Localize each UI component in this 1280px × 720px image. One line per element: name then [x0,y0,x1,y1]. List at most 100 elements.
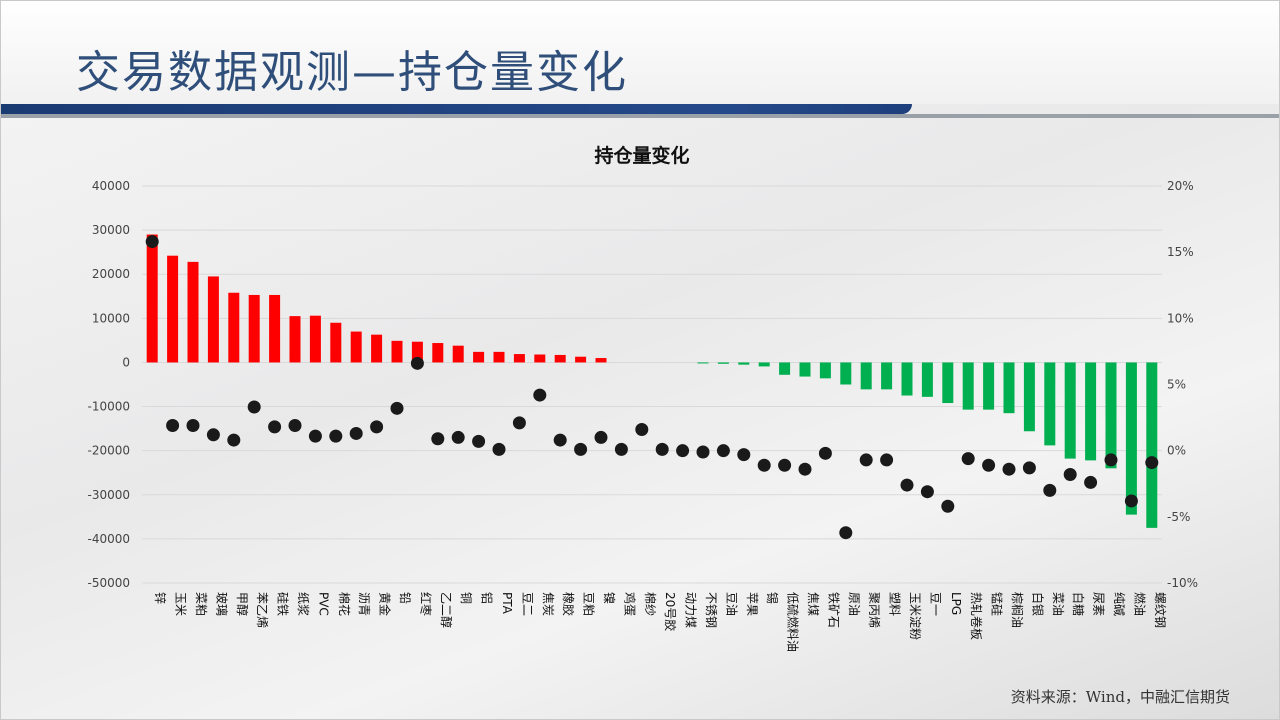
point-尿素 [1084,475,1098,489]
left-tick-label: 10000 [92,311,130,325]
point-豆一 [920,485,934,499]
left-tick-label: 30000 [92,223,130,237]
bar-螺纹钢 [1146,362,1158,528]
point-玉米淀粉 [900,478,914,492]
x-tick-label: PTA [500,592,514,615]
bar-焦炭 [534,354,546,363]
bar-尿素 [1085,362,1097,461]
bar-白糖 [1064,362,1076,459]
right-tick-label: -10% [1167,576,1198,590]
right-axis: 20% 15% 10% 5% 0% -5% -10% [1167,179,1198,590]
point-纯碱 [1104,453,1118,467]
left-tick-label: 0 [122,355,130,369]
point-燃油 [1124,494,1138,508]
x-tick-label: 豆二 [520,592,534,616]
bar-纯碱 [1105,362,1117,469]
point-锌 [145,235,159,249]
bar-塑料 [881,362,893,390]
point-棉纱 [635,422,649,436]
point-菜粕 [186,419,200,433]
point-焦煤 [798,462,812,476]
point-乙二醇 [431,432,445,446]
point-棉花 [329,429,343,443]
left-tick-label: -10000 [87,400,130,414]
bar-黄金 [371,334,383,363]
bar-锌 [146,234,158,363]
x-tick-label: 塑料 [888,592,903,616]
x-tick-label: 白银 [1030,592,1045,616]
x-tick-label: 低硫燃料油 [786,592,801,652]
point-锰硅 [982,458,996,472]
point-红枣 [410,356,424,370]
x-tick-label: 玻璃 [214,592,228,616]
page-title: 交易数据观测—持仓量变化 [76,47,628,98]
bar-白银 [1023,362,1035,432]
bar-豆粕 [575,356,587,363]
x-tick-label: 铅 [398,592,412,604]
point-鸡蛋 [614,442,628,456]
header-rule [0,104,912,114]
point-螺纹钢 [1145,456,1159,470]
x-tick-label: 玉米淀粉 [908,592,922,640]
x-tick-label: 苯乙烯 [255,592,269,628]
point-焦炭 [533,388,547,402]
right-tick-label: 15% [1167,245,1194,259]
bar-铝 [473,351,485,363]
point-纸浆 [288,419,302,433]
bar-热轧卷板 [962,362,974,410]
bar-玉米 [167,255,179,363]
point-镍 [594,430,608,444]
point-黄金 [370,420,384,434]
x-tick-label: 铝 [480,592,495,604]
left-tick-label: -50000 [87,576,130,590]
bar-豆二 [513,354,525,363]
bar-豆一 [921,362,933,397]
point-苯乙烯 [247,400,261,414]
point-PTA [492,442,506,456]
point-低硫燃料油 [778,458,792,472]
x-tick-label: 铁矿石 [826,592,840,628]
x-tick-label: 豆粕 [582,592,597,616]
x-tick-label: 热轧卷板 [969,592,984,640]
point-原油 [839,526,853,540]
source-note: 资料来源：Wind，中融汇信期货 [1010,688,1230,706]
x-tick-label: 锌 [153,592,167,604]
point-菜油 [1043,483,1057,497]
point-LPG [941,499,955,513]
x-tick-label: 硅铁 [276,592,290,616]
point-动力煤 [676,444,690,458]
point-甲醇 [227,433,241,447]
x-tick-label: 燃油 [1132,592,1147,616]
point-棕榈油 [1002,462,1016,476]
x-tick-label: 原油 [847,592,861,616]
bar-燃油 [1125,362,1137,515]
bar-苹果 [738,362,750,365]
x-tick-label: LPG [949,592,963,615]
bar-豆油 [717,362,729,364]
point-玻璃 [206,428,220,442]
x-tick-label: 铜 [459,592,474,604]
x-tick-label: 白糖 [1071,592,1086,616]
x-tick-label: 纯碱 [1112,592,1126,616]
bar-橡胶 [554,354,566,363]
point-苹果 [737,448,751,462]
point-玉米 [166,419,180,433]
point-沥青 [349,426,363,440]
left-tick-label: -40000 [87,532,130,546]
bar-硅铁 [269,294,281,363]
bar-原油 [840,362,852,385]
right-tick-label: 0% [1167,444,1186,458]
bar-聚丙烯 [860,362,872,390]
x-tick-label: 乙二醇 [439,592,454,628]
x-tick-label: 不锈钢 [704,592,718,628]
bar-PTA [493,351,505,363]
bar-菜粕 [187,261,199,363]
bar-沥青 [350,331,362,363]
bar-LPG [942,362,954,404]
bar-玉米淀粉 [901,362,913,396]
point-塑料 [880,453,894,467]
x-tick-label: 棉花 [337,592,352,616]
bar-棕榈油 [1003,362,1015,414]
x-tick-label: 棕榈油 [1010,592,1025,628]
